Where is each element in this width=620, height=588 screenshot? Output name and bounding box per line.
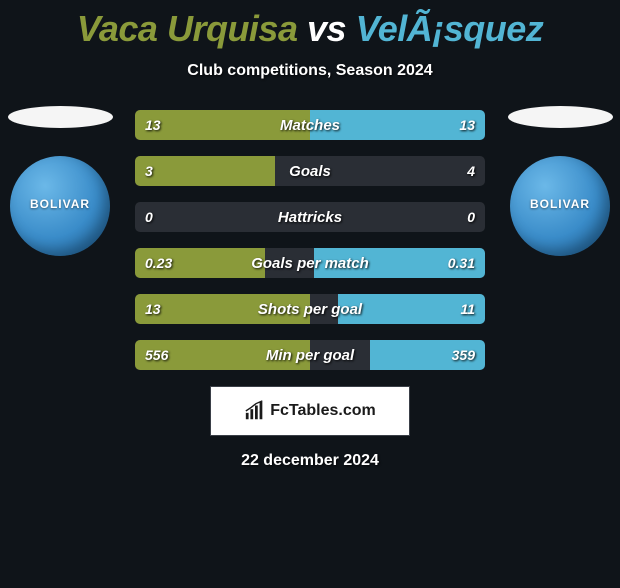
subtitle: Club competitions, Season 2024 xyxy=(0,62,620,80)
player1-column: BOLIVAR xyxy=(0,106,120,256)
stats-bars: 1313Matches 34Goals 0 0Hattricks 0.230.31Goa… xyxy=(135,106,485,370)
player1-club-logo-text: BOLIVAR xyxy=(30,197,90,211)
branding-badge: FcTables.com xyxy=(210,386,410,436)
stat-bar-right xyxy=(310,110,485,140)
date-text: 22 december 2024 xyxy=(0,452,620,470)
stat-bar-left xyxy=(135,110,310,140)
stat-row: 0 0Hattricks xyxy=(135,202,485,232)
stat-bar-left xyxy=(135,340,310,370)
vs-text: vs xyxy=(307,8,346,49)
stat-row: 556359Min per goal xyxy=(135,340,485,370)
stat-row: 1313Matches xyxy=(135,110,485,140)
stat-value-left: 0 xyxy=(145,202,153,232)
player1-club-logo: BOLIVAR xyxy=(10,156,110,256)
stat-row: 34Goals xyxy=(135,156,485,186)
chart-area: BOLIVAR BOLIVAR 1313Matches 34Goals 0 0Hatt… xyxy=(0,106,620,370)
stat-bar-left xyxy=(135,156,275,186)
player2-avatar xyxy=(508,106,613,128)
stat-bar-right xyxy=(338,294,485,324)
player2-name: VelÃ¡squez xyxy=(356,8,544,49)
player2-club-logo: BOLIVAR xyxy=(510,156,610,256)
stat-row: 0.230.31Goals per match xyxy=(135,248,485,278)
player1-name: Vaca Urquisa xyxy=(77,8,298,49)
player2-column: BOLIVAR xyxy=(500,106,620,256)
stat-value-right: 4 xyxy=(467,156,475,186)
stat-bar-right xyxy=(370,340,486,370)
branding-text: FcTables.com xyxy=(270,402,376,420)
stat-label: Hattricks xyxy=(135,202,485,232)
stat-bar-right xyxy=(314,248,486,278)
chart-icon xyxy=(244,400,266,422)
player2-club-logo-text: BOLIVAR xyxy=(530,197,590,211)
player1-avatar xyxy=(8,106,113,128)
page-title: Vaca Urquisa vs VelÃ¡squez xyxy=(0,8,620,50)
stat-value-right: 0 xyxy=(467,202,475,232)
stat-bar-left xyxy=(135,294,310,324)
stat-bar-left xyxy=(135,248,265,278)
stat-row: 1311Shots per goal xyxy=(135,294,485,324)
